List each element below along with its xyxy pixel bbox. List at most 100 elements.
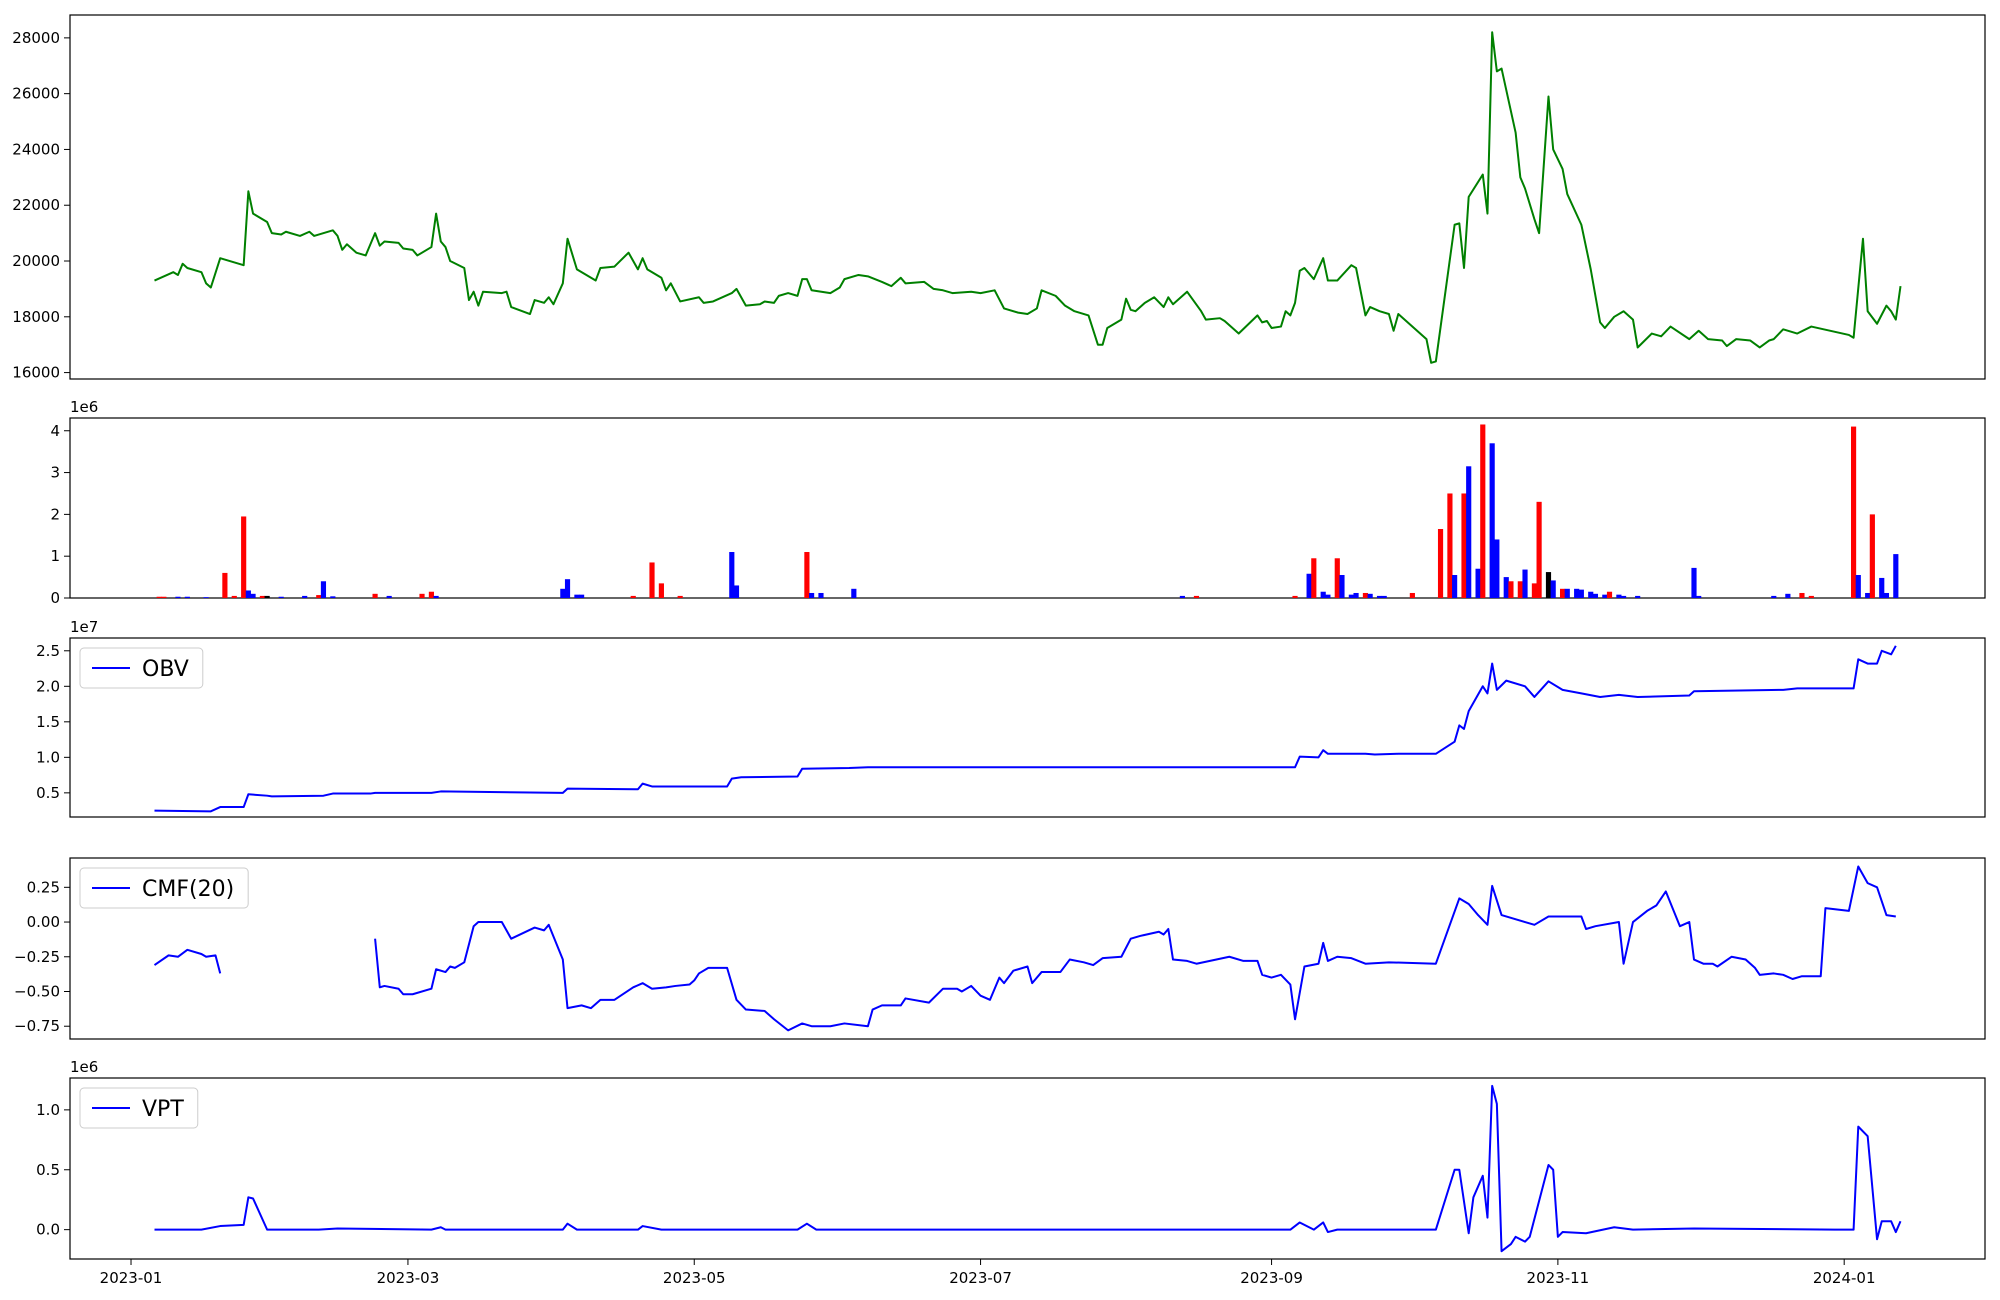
bar (372, 593, 378, 598)
axis-offset-label: 1e6 (70, 1058, 98, 1076)
legend: CMF(20) (79, 867, 249, 909)
plot-frame (69, 637, 1986, 818)
bar (564, 579, 571, 598)
bar (1311, 558, 1317, 598)
bar (1348, 594, 1354, 598)
legend: VPT (79, 1087, 199, 1129)
y-tick-label: 2.5 (36, 642, 60, 660)
bar (184, 596, 190, 598)
y-tick-label: 0.5 (36, 784, 60, 802)
bar (1489, 443, 1495, 598)
legend-label: CMF(20) (142, 877, 234, 902)
plot-frame (69, 14, 1986, 380)
bar (1179, 595, 1185, 598)
y-tick-label: 26000 (12, 85, 60, 103)
bar (677, 595, 683, 598)
bar (1855, 575, 1861, 598)
x-tick-label: 2023-09 (1240, 1269, 1303, 1287)
bar (1339, 575, 1345, 598)
bar (1292, 595, 1298, 598)
y-tick-label: 24000 (12, 140, 60, 158)
y-tick-label: 16000 (12, 364, 60, 382)
legend-box (79, 647, 204, 689)
bar (1306, 573, 1312, 598)
bar (579, 594, 585, 598)
bar (1808, 595, 1814, 598)
bar (733, 585, 740, 598)
bar (1461, 493, 1467, 598)
bar (1376, 595, 1383, 598)
bar (1353, 592, 1359, 598)
bar (1578, 589, 1584, 598)
bar (1325, 594, 1331, 598)
plot-frame (69, 1077, 1986, 1260)
bar (231, 595, 237, 598)
plot-frame (69, 857, 1986, 1040)
bar (1879, 577, 1885, 598)
bar (419, 593, 425, 598)
y-tick-label: −0.25 (14, 948, 60, 966)
y-tick-label: 0.00 (27, 913, 60, 931)
bar (1193, 595, 1200, 598)
bar (1865, 592, 1871, 598)
bar (320, 581, 327, 598)
bar (250, 593, 256, 598)
y-tick-label: 0 (50, 589, 60, 607)
bar (161, 596, 167, 598)
y-tick-label: 0.5 (36, 1161, 60, 1179)
y-tick-label: 22000 (12, 196, 60, 214)
y-tick-label: 1.5 (36, 713, 60, 731)
bar (278, 596, 284, 598)
y-tick-label: −0.75 (14, 1017, 60, 1035)
y-tick-label: 0.0 (36, 1221, 60, 1239)
x-tick-label: 2023-01 (100, 1269, 163, 1287)
y-tick-label: 4 (50, 422, 60, 440)
bar (560, 588, 566, 598)
bar (1559, 588, 1566, 598)
y-tick-label: 2.0 (36, 677, 60, 695)
bar (1545, 572, 1552, 598)
bar (1531, 583, 1537, 598)
bar (1550, 580, 1556, 598)
bar (1785, 593, 1791, 598)
data-line (154, 645, 1897, 813)
bar (1362, 592, 1369, 598)
bar (428, 591, 434, 598)
data-line (154, 1084, 1902, 1253)
bar (222, 572, 228, 598)
legend-label: VPT (142, 1097, 184, 1122)
bar (1592, 593, 1599, 598)
bar (1334, 558, 1340, 598)
bar (1893, 554, 1899, 598)
legend-box (79, 867, 249, 909)
data-line (153, 865, 1896, 1032)
bar (1616, 594, 1622, 598)
bar (264, 595, 270, 598)
bar (1536, 501, 1542, 598)
axis-offset-label: 1e7 (70, 618, 98, 636)
bar (1635, 595, 1641, 598)
bar (1564, 588, 1570, 598)
bar (302, 595, 308, 598)
x-tick-label: 2023-11 (1527, 1269, 1590, 1287)
y-tick-label: 28000 (12, 29, 60, 47)
bar (1517, 581, 1523, 598)
bar (1869, 514, 1875, 598)
y-tick-label: 2 (50, 505, 60, 523)
bar (1850, 426, 1857, 598)
bar (1696, 595, 1702, 598)
bar (245, 590, 251, 598)
bar (818, 592, 824, 598)
bar (1447, 493, 1453, 598)
y-tick-label: 20000 (12, 252, 60, 270)
bar (1691, 567, 1697, 598)
bar (809, 592, 815, 598)
bar (851, 588, 857, 598)
y-tick-label: 3 (50, 464, 60, 482)
bar (1409, 592, 1415, 598)
y-tick-label: 0.25 (27, 878, 60, 896)
bar (1480, 424, 1486, 598)
bar (1621, 595, 1627, 598)
bar (630, 595, 636, 598)
